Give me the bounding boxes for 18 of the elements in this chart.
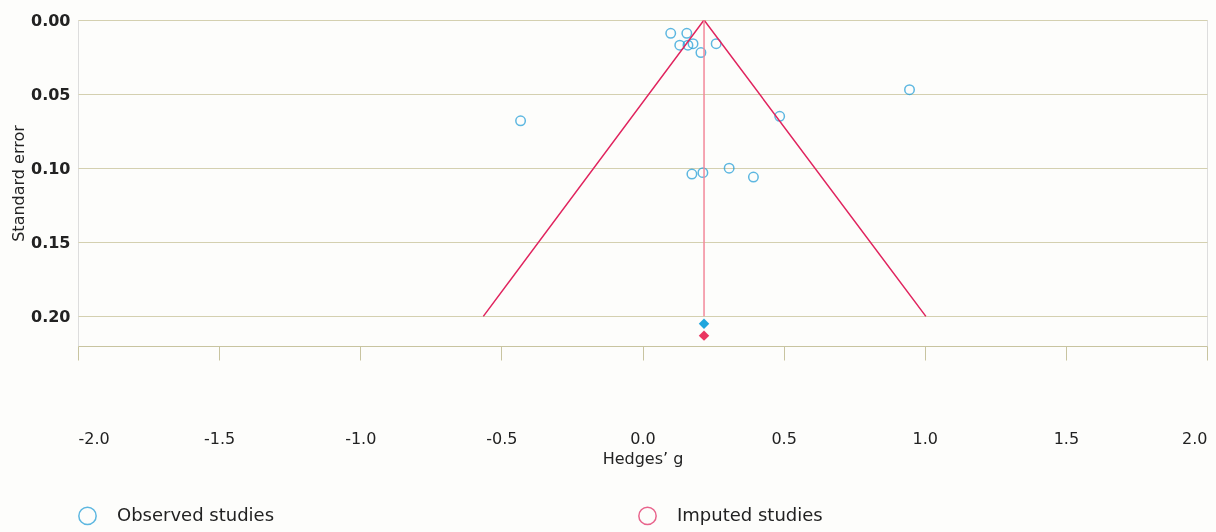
x-tick-label: -2.0 [78, 428, 110, 448]
x-tick-label: -1.5 [204, 428, 236, 448]
legend-label: Imputed studies [677, 503, 823, 525]
x-axis-title: Hedges’ g [602, 448, 684, 468]
y-tick-label: 0.00 [31, 10, 71, 30]
x-tick-label: -0.5 [486, 428, 518, 448]
y-tick-label: 0.10 [31, 158, 71, 178]
x-tick-label: 1.5 [1053, 428, 1080, 448]
x-tick-label: 0.5 [771, 428, 797, 448]
y-tick-label: 0.15 [31, 232, 71, 252]
x-tick-label: -1.0 [345, 428, 377, 448]
legend-label: Observed studies [117, 503, 275, 525]
y-tick-label: 0.20 [31, 306, 71, 326]
x-tick-label: 0.0 [630, 428, 656, 448]
x-tick-label: 1.0 [912, 428, 938, 448]
x-tick-label: 2.0 [1182, 428, 1208, 448]
y-axis-title: Standard error [9, 124, 29, 242]
y-tick-label: 0.05 [31, 84, 71, 104]
